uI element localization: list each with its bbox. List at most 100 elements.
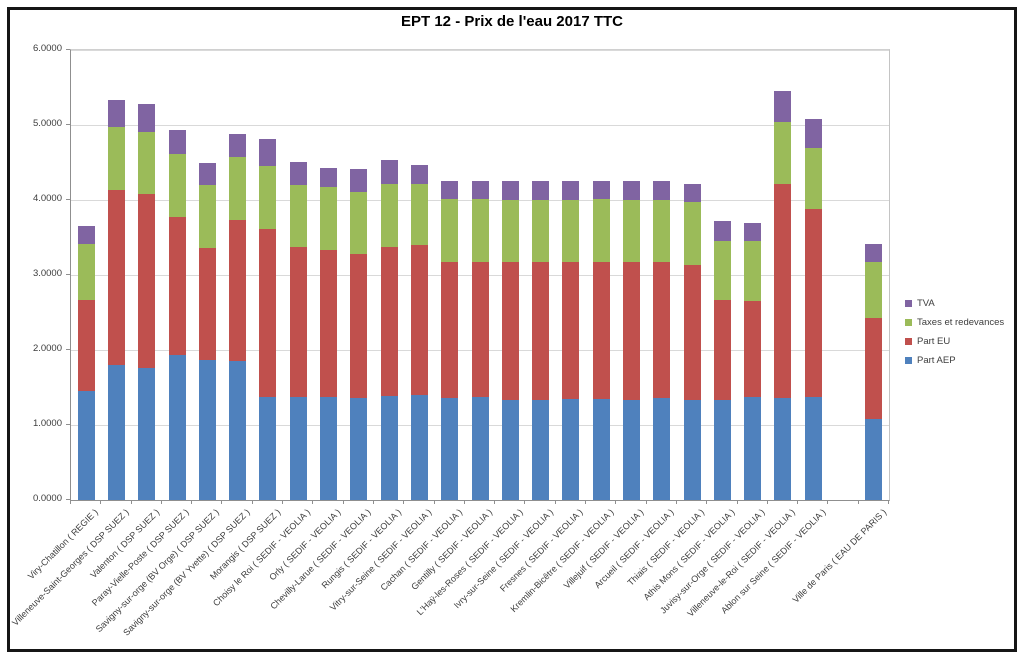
bar-segment <box>744 241 762 301</box>
bar-segment <box>774 122 792 185</box>
bar-segment <box>138 368 156 500</box>
y-tick-mark <box>66 49 70 50</box>
bar-segment <box>410 184 428 245</box>
legend-color-marker <box>905 357 912 364</box>
gridline <box>71 125 889 126</box>
bar-segment <box>198 162 216 185</box>
bar-segment <box>592 180 610 200</box>
x-tick-mark <box>857 500 859 504</box>
bar-segment <box>259 166 277 229</box>
bar-segment <box>350 191 368 254</box>
bar-segment <box>198 359 216 500</box>
x-tick-mark <box>524 500 526 504</box>
bar-segment <box>865 419 883 500</box>
bar-segment <box>804 209 822 398</box>
x-tick-mark <box>403 500 405 504</box>
bar-segment <box>562 398 580 500</box>
bar-segment <box>774 91 792 122</box>
bar-segment <box>744 300 762 397</box>
legend-color-marker <box>905 319 912 326</box>
x-tick-mark <box>554 500 556 504</box>
y-tick-mark <box>66 349 70 350</box>
legend: TVA Taxes et redevances Part EU Part AEP <box>905 294 1004 370</box>
bar-segment <box>107 189 125 365</box>
bar-segment <box>471 262 489 398</box>
bar-segment <box>168 129 186 155</box>
bar-segment <box>592 199 610 262</box>
bar-segment <box>77 390 95 500</box>
bar-segment <box>350 398 368 500</box>
x-tick-mark <box>706 500 708 504</box>
x-tick-mark <box>282 500 284 504</box>
chart-title: EPT 12 - Prix de l'eau 2017 TTC <box>401 13 623 30</box>
bar-segment <box>380 183 398 247</box>
legend-color-marker <box>905 338 912 345</box>
bar-segment <box>562 261 580 399</box>
legend-item: Taxes et redevances <box>905 313 1004 332</box>
bar-segment <box>380 160 398 184</box>
x-tick-mark <box>888 500 889 504</box>
chart-canvas: EPT 12 - Prix de l'eau 2017 TTC 0.0000 1.… <box>10 10 1014 649</box>
bar-segment <box>289 185 307 248</box>
bar-segment <box>592 398 610 500</box>
bar-segment <box>410 245 428 395</box>
bar-segment <box>622 399 640 500</box>
bar-segment <box>229 220 247 361</box>
x-tick-mark <box>827 500 829 504</box>
legend-label: TVA <box>917 298 935 309</box>
bar-segment <box>168 154 186 217</box>
x-tick-mark <box>463 500 465 504</box>
x-tick-mark <box>797 500 799 504</box>
legend-label: Part AEP <box>917 355 956 366</box>
bar-segment <box>380 246 398 396</box>
bar-segment <box>804 119 822 148</box>
x-tick-mark <box>433 500 435 504</box>
bar-segment <box>77 225 95 244</box>
bar-segment <box>501 399 519 500</box>
bar-segment <box>289 161 307 185</box>
bar-segment <box>410 164 428 185</box>
bar-segment <box>683 184 701 203</box>
bar-segment <box>532 261 550 400</box>
bar-segment <box>774 184 792 398</box>
bar-segment <box>501 261 519 400</box>
x-tick-mark <box>160 500 162 504</box>
y-tick-label: 3.0000 <box>32 268 62 279</box>
x-tick-mark <box>251 500 253 504</box>
bar-segment <box>138 131 156 194</box>
bar-segment <box>562 200 580 262</box>
legend-item: Part AEP <box>905 351 1004 370</box>
bar-segment <box>744 396 762 500</box>
y-tick-mark <box>66 499 70 500</box>
legend-item: TVA <box>905 294 1004 313</box>
x-tick-mark <box>130 500 132 504</box>
x-tick-mark <box>70 500 71 504</box>
bar-segment <box>289 397 307 500</box>
bar-segment <box>441 198 459 263</box>
bar-segment <box>774 398 792 500</box>
y-tick-mark <box>66 124 70 125</box>
bar-segment <box>653 261 671 398</box>
x-tick-mark <box>221 500 223 504</box>
bar-segment <box>259 397 277 500</box>
x-tick-mark <box>615 500 617 504</box>
bar-segment <box>653 181 671 200</box>
bar-segment <box>592 261 610 399</box>
bar-segment <box>320 250 338 398</box>
bar-segment <box>683 202 701 265</box>
y-tick-label: 5.0000 <box>32 118 62 129</box>
bar-segment <box>653 398 671 500</box>
bar-segment <box>441 180 459 199</box>
bar-segment <box>683 399 701 500</box>
bar-segment <box>865 243 883 263</box>
bar-segment <box>198 185 216 248</box>
bar-segment <box>107 365 125 500</box>
x-tick-mark <box>372 500 374 504</box>
plot-area <box>70 49 890 501</box>
bar-segment <box>865 317 883 419</box>
x-tick-mark <box>736 500 738 504</box>
bar-segment <box>713 399 731 500</box>
bar-segment <box>532 200 550 262</box>
bar-segment <box>198 248 216 360</box>
bar-segment <box>744 222 762 242</box>
